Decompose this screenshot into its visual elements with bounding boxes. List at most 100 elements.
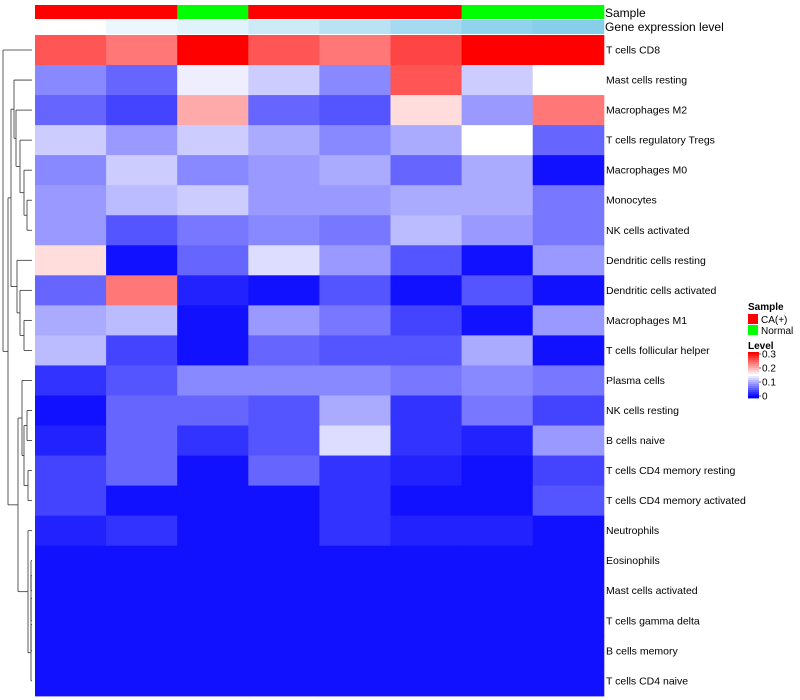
- heatmap-cell: [177, 665, 249, 697]
- heatmap-cell: [35, 515, 107, 547]
- heatmap-cell: [390, 365, 463, 396]
- heatmap-cell: [35, 35, 107, 66]
- heatmap-cell: [177, 215, 249, 246]
- heatmap-cell: [35, 305, 107, 336]
- row-label: T cells CD4 memory resting: [606, 465, 735, 477]
- heatmap-cell: [106, 215, 178, 246]
- heatmap-cell: [532, 515, 605, 547]
- heatmap-cell: [177, 395, 249, 427]
- legend-colorbar-step: [748, 352, 759, 355]
- legend-colorbar-step: [748, 394, 759, 397]
- heatmap-cell: [177, 95, 249, 126]
- legend-tick-label: 0.2: [762, 364, 776, 375]
- annotation-track-label: Gene expression level: [605, 20, 724, 34]
- heatmap-cell: [390, 395, 463, 427]
- heatmap-cell: [390, 335, 463, 366]
- heatmap-cell: [248, 485, 320, 517]
- heatmap-cell: [532, 365, 605, 396]
- heatmap-cell: [532, 605, 605, 637]
- heatmap-cell: [319, 185, 391, 216]
- heatmap-cell: [35, 545, 107, 577]
- heatmap-cell: [319, 515, 391, 547]
- heatmap-cell: [35, 365, 107, 396]
- heatmap-cell: [248, 395, 320, 427]
- heatmap-cell: [461, 155, 534, 186]
- heatmap-cell: [106, 395, 178, 427]
- heatmap-cell: [106, 245, 178, 276]
- legend-colorbar-step: [748, 380, 759, 383]
- heatmap-cell: [532, 635, 605, 667]
- heatmap-cell: [248, 185, 320, 216]
- heatmap-cell: [35, 275, 107, 306]
- heatmap-cell: [532, 215, 605, 246]
- heatmap-cell: [248, 635, 320, 667]
- heatmap-cell: [461, 515, 534, 547]
- heatmap-cell: [177, 515, 249, 547]
- heatmap-cell: [532, 155, 605, 186]
- legend-colorbar-step: [748, 382, 759, 385]
- heatmap-cell: [106, 515, 178, 547]
- heatmap-cell: [319, 665, 391, 697]
- row-label: B cells memory: [606, 645, 679, 657]
- row-label: T cells CD4 naive: [606, 675, 688, 687]
- expression-annotation-cell: [35, 20, 107, 34]
- heatmap-cell: [319, 245, 391, 276]
- heatmap-cell: [390, 455, 463, 487]
- row-labels: T cells CD8 Mast cells resting Macrophages…: [606, 45, 746, 688]
- heatmap-cell: [319, 335, 391, 366]
- heatmap-cell: [532, 65, 605, 96]
- legend-colorbar-step: [748, 386, 759, 389]
- heatmap-cell: [461, 545, 534, 577]
- heatmap-cell: [319, 395, 391, 427]
- heatmap-cell: [248, 455, 320, 487]
- heatmap-cell: [461, 35, 534, 66]
- heatmap-cell: [248, 545, 320, 577]
- heatmap-cell: [35, 215, 107, 246]
- heatmap-cell: [177, 305, 249, 336]
- heatmap-cells: [35, 35, 605, 697]
- row-label: T cells CD4 memory activated: [606, 495, 746, 507]
- heatmap-cell: [390, 185, 463, 216]
- heatmap-cell: [461, 635, 534, 667]
- expression-annotation-cell: [532, 20, 605, 34]
- row-label: Macrophages M1: [606, 315, 687, 327]
- legend-tick-label: 0: [762, 392, 768, 403]
- heatmap-cell: [177, 335, 249, 366]
- legend-colorbar-step: [748, 392, 759, 395]
- heatmap-cell: [106, 545, 178, 577]
- heatmap-cell: [106, 455, 178, 487]
- heatmap-cell: [319, 605, 391, 637]
- heatmap-cell: [35, 455, 107, 487]
- heatmap-cell: [461, 95, 534, 126]
- heatmap-cell: [106, 125, 178, 156]
- heatmap-cell: [177, 125, 249, 156]
- heatmap-cell: [319, 425, 391, 457]
- heatmap-cell: [248, 125, 320, 156]
- heatmap-cell: [35, 665, 107, 697]
- heatmap-cell: [461, 245, 534, 276]
- heatmap-cell: [390, 545, 463, 577]
- heatmap-cell: [390, 635, 463, 667]
- heatmap-cell: [35, 635, 107, 667]
- heatmap-cell: [248, 425, 320, 457]
- heatmap-cell: [319, 365, 391, 396]
- heatmap-cell: [106, 605, 178, 637]
- row-label: Dendritic cells resting: [606, 255, 706, 267]
- heatmap-cell: [319, 125, 391, 156]
- heatmap-cell: [461, 215, 534, 246]
- heatmap-cell: [461, 485, 534, 517]
- heatmap-cell: [248, 155, 320, 186]
- heatmap-cell: [390, 605, 463, 637]
- heatmap-cell: [532, 425, 605, 457]
- heatmap-cell: [532, 305, 605, 336]
- expression-annotation-cell: [248, 20, 320, 34]
- heatmap-cell: [319, 545, 391, 577]
- heatmap-cell: [461, 395, 534, 427]
- expression-annotation-cell: [319, 20, 391, 34]
- legend-colorbar-step: [748, 354, 759, 357]
- heatmap-cell: [461, 575, 534, 607]
- heatmap-cell: [532, 125, 605, 156]
- heatmap-cell: [177, 485, 249, 517]
- legend-colorbar-step: [748, 368, 759, 371]
